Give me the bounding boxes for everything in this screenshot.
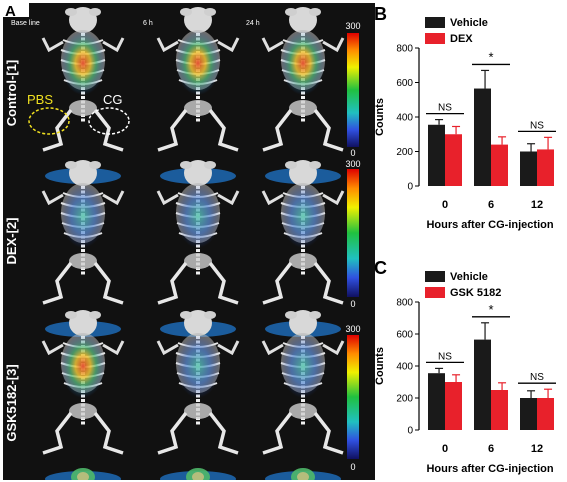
y-tick-label: 0 (407, 426, 413, 437)
y-tick-label: 0 (407, 182, 413, 193)
y-tick-label: 400 (396, 362, 413, 373)
row-control (41, 5, 345, 186)
bar (428, 124, 445, 186)
y-axis-label: Counts (374, 347, 386, 385)
svg-text:0: 0 (350, 462, 355, 472)
time-label-24h: 24 h (246, 20, 260, 27)
significance-label: NS (530, 120, 544, 131)
x-tick-label: 0 (442, 199, 448, 211)
row-label-control: Control-[1] (4, 60, 19, 126)
svg-text:300: 300 (345, 21, 360, 31)
significance-label: NS (438, 103, 452, 114)
svg-text:300: 300 (345, 159, 360, 169)
bar (445, 134, 462, 186)
bar (445, 382, 462, 430)
y-tick-label: 400 (396, 113, 413, 124)
bar (520, 151, 537, 186)
row-label-dex: DEX-[2] (4, 218, 19, 265)
legend-label: GSK 5182 (450, 287, 501, 299)
bar (491, 144, 508, 186)
time-label-baseline: Base line (11, 20, 40, 27)
bar (428, 373, 445, 430)
pbs-label: PBS (27, 92, 53, 107)
color-scale-row3: 300 0 (345, 324, 360, 472)
y-tick-label: 200 (396, 147, 413, 158)
x-tick-label: 6 (488, 443, 494, 455)
y-axis-label: Counts (374, 98, 386, 136)
significance-label: * (488, 49, 493, 64)
x-tick-label: 12 (531, 443, 543, 455)
legend-label: Vehicle (450, 271, 488, 283)
legend-swatch (425, 287, 445, 298)
bar (520, 398, 537, 430)
bar (537, 149, 554, 186)
legend-label: DEX (450, 33, 473, 45)
y-tick-label: 200 (396, 394, 413, 405)
row-dex (41, 158, 345, 339)
x-tick-label: 0 (442, 443, 448, 455)
svg-text:0: 0 (350, 148, 355, 158)
legend-swatch (425, 33, 445, 44)
cg-label: CG (103, 92, 123, 107)
svg-text:300: 300 (345, 324, 360, 334)
row-gsk5182 (41, 308, 345, 480)
legend-swatch (425, 17, 445, 28)
x-tick-label: 12 (531, 199, 543, 211)
chart-panel-c: C 0 200 400 600 800 Counts 0 NS 6 * 12 NS Hours afte… (374, 258, 556, 475)
y-tick-label: 800 (396, 298, 413, 309)
bar (537, 398, 554, 430)
significance-label: NS (438, 351, 452, 362)
panel-letter-c: C (374, 258, 387, 278)
color-scale-row1: 300 0 (345, 21, 360, 158)
panel-letter-a: A (5, 3, 16, 20)
svg-text:0: 0 (350, 299, 355, 309)
panel-letter-b: B (374, 4, 387, 24)
color-scale-row2: 300 0 (345, 159, 360, 309)
x-axis-label: Hours after CG-injection (426, 463, 553, 475)
significance-label: NS (530, 372, 544, 383)
y-tick-label: 600 (396, 78, 413, 89)
time-label-6h: 6 h (143, 20, 153, 27)
legend-swatch (425, 271, 445, 282)
bar (474, 88, 491, 186)
imaging-panel: PBS CG Base line 6 h 24 h Control-[1] DE… (3, 3, 375, 480)
significance-label: * (488, 302, 493, 317)
row-label-gsk5182: GSK5182-[3] (4, 364, 19, 441)
chart-panel-b: B 0 200 400 600 800 Counts 0 NS 6 * 12 NS Hours afte… (374, 4, 556, 231)
x-tick-label: 6 (488, 199, 494, 211)
y-tick-label: 800 (396, 44, 413, 55)
bar (491, 390, 508, 430)
pbs-ring (28, 107, 70, 135)
legend-label: Vehicle (450, 17, 488, 29)
cg-ring (88, 107, 130, 135)
x-axis-label: Hours after CG-injection (426, 219, 553, 231)
bar (474, 339, 491, 430)
y-tick-label: 600 (396, 330, 413, 341)
